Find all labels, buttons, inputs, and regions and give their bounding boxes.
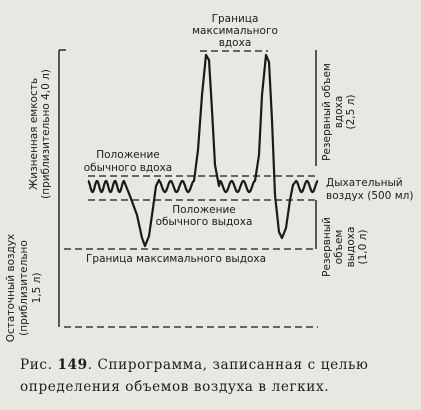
- normal-exhale-label-1: Положение: [172, 204, 236, 216]
- residual-label-3: 1,5 л): [31, 273, 43, 304]
- residual-label-1: Остаточный воздух: [5, 234, 17, 343]
- tidal-label-2: воздух (500 мл): [326, 190, 413, 202]
- max-exhale-label: Граница максимального выдоха: [86, 253, 266, 265]
- max-inhale-label-2: максимального: [192, 25, 278, 37]
- vital-capacity-label-2: (приблизительно 4,0 л): [40, 69, 52, 199]
- residual-label-2: (приблизительно: [18, 240, 30, 336]
- caption-figure-number: 149: [57, 357, 88, 373]
- caption-text: . Спирограмма, записанная с целью опреде…: [20, 357, 369, 395]
- normal-inhale-label-1: Положение: [96, 149, 160, 161]
- exp-reserve-label-1: Резервный: [321, 217, 333, 277]
- normal-inhale-label-2: обычного вдоха: [84, 162, 172, 174]
- exp-reserve-label-3: выдоха: [345, 227, 357, 268]
- normal-exhale-label-2: обычного выдоха: [156, 216, 253, 228]
- insp-reserve-label-2: вдоха: [333, 96, 345, 129]
- insp-reserve-label-3: (2,5 л): [345, 95, 357, 130]
- vital-capacity-label-1: Жизненная емкость: [28, 78, 40, 190]
- exp-reserve-label-4: (1,0 л): [357, 230, 369, 265]
- figure-caption: Рис. 149. Спирограмма, записанная с цель…: [20, 354, 416, 398]
- insp-reserve-label-1: Резервный объем: [321, 63, 333, 161]
- max-inhale-label-1: Граница: [212, 13, 259, 25]
- spirogram-trace: [87, 53, 319, 248]
- exp-reserve-label-2: объем: [333, 230, 345, 265]
- tidal-label-1: Дыхательный: [326, 177, 403, 189]
- caption-prefix: Рис.: [20, 357, 58, 373]
- max-inhale-label-3: вдоха: [219, 37, 252, 49]
